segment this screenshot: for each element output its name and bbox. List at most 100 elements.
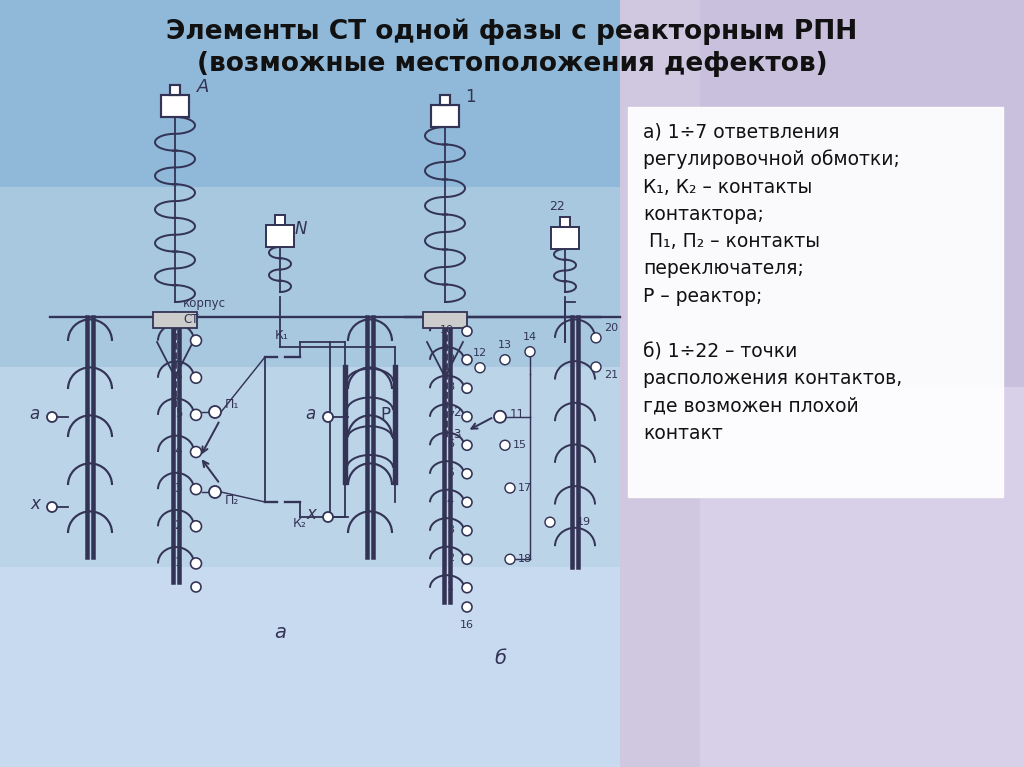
Text: 4: 4 <box>174 445 182 457</box>
Text: а: а <box>306 405 316 423</box>
Circle shape <box>462 497 472 507</box>
Text: 1: 1 <box>465 88 475 106</box>
Circle shape <box>591 333 601 343</box>
Circle shape <box>591 362 601 372</box>
Text: N: N <box>295 220 307 238</box>
Text: СТ: СТ <box>183 313 199 326</box>
Text: Элементы СТ одной фазы с реакторным РПН: Элементы СТ одной фазы с реакторным РПН <box>166 18 858 45</box>
Text: 20: 20 <box>604 323 618 333</box>
Circle shape <box>505 555 515 565</box>
Text: 1: 1 <box>174 556 182 569</box>
Bar <box>560 217 570 227</box>
Text: 6: 6 <box>174 370 182 384</box>
Text: 21: 21 <box>604 370 618 380</box>
Text: б: б <box>494 650 506 669</box>
Bar <box>423 312 467 328</box>
Circle shape <box>323 412 333 422</box>
Bar <box>0 567 700 767</box>
Circle shape <box>462 440 472 450</box>
Circle shape <box>475 363 485 373</box>
Circle shape <box>462 555 472 565</box>
Circle shape <box>190 410 202 420</box>
Text: 9: 9 <box>446 354 454 364</box>
Circle shape <box>191 582 201 592</box>
Text: 15: 15 <box>513 440 527 450</box>
Text: б) 1÷22 – точки
расположения контактов,
где возможен плохой
контакт: б) 1÷22 – точки расположения контактов, … <box>643 342 902 443</box>
Text: 11: 11 <box>510 408 525 421</box>
Bar <box>266 225 294 247</box>
Circle shape <box>190 446 202 457</box>
Bar <box>700 0 1024 387</box>
Bar <box>161 95 189 117</box>
Text: 13: 13 <box>498 340 512 350</box>
Circle shape <box>209 486 221 498</box>
Circle shape <box>525 347 535 357</box>
Circle shape <box>323 512 333 522</box>
Text: а: а <box>30 405 40 423</box>
Circle shape <box>500 355 510 365</box>
Circle shape <box>47 412 57 422</box>
Text: К₁: К₁ <box>275 329 289 342</box>
Circle shape <box>494 411 506 423</box>
Text: х: х <box>306 505 316 523</box>
Bar <box>170 85 180 95</box>
Circle shape <box>47 502 57 512</box>
Text: 2: 2 <box>453 406 461 419</box>
Text: 5: 5 <box>175 407 182 420</box>
Text: 5: 5 <box>447 468 454 478</box>
Circle shape <box>209 406 221 418</box>
Circle shape <box>462 469 472 479</box>
Text: 2: 2 <box>174 518 182 532</box>
Text: П₁: П₁ <box>225 397 240 410</box>
Text: К₂: К₂ <box>293 517 307 530</box>
Bar <box>0 187 700 367</box>
Text: а) 1÷7 ответвления
регулировочной обмотки;
К₁, К₂ – контакты
контактора;
 П₁, П₂: а) 1÷7 ответвления регулировочной обмотк… <box>643 122 900 305</box>
Text: 1: 1 <box>447 581 454 592</box>
Bar <box>551 227 579 249</box>
Text: 10: 10 <box>440 325 454 335</box>
Circle shape <box>462 602 472 612</box>
Text: 14: 14 <box>523 332 537 342</box>
Text: корпус: корпус <box>183 297 226 310</box>
Bar <box>0 367 700 567</box>
Circle shape <box>190 484 202 495</box>
Text: 19: 19 <box>577 517 591 527</box>
Circle shape <box>190 521 202 532</box>
Text: П₂: П₂ <box>225 493 240 506</box>
Circle shape <box>462 355 472 365</box>
Text: 2: 2 <box>446 553 454 563</box>
Bar <box>275 215 285 225</box>
Text: 3: 3 <box>447 525 454 535</box>
Circle shape <box>545 517 555 527</box>
Circle shape <box>190 558 202 569</box>
Bar <box>0 0 700 187</box>
Circle shape <box>462 583 472 593</box>
Bar <box>153 312 197 328</box>
Bar <box>700 387 1024 767</box>
Circle shape <box>462 326 472 336</box>
Text: 4: 4 <box>446 496 454 506</box>
Circle shape <box>190 335 202 346</box>
Bar <box>431 105 459 127</box>
Text: 17: 17 <box>518 483 532 493</box>
Bar <box>628 107 1002 497</box>
Text: Р: Р <box>380 406 390 424</box>
Text: 6: 6 <box>447 439 454 449</box>
Text: A: A <box>197 78 209 96</box>
Text: 8: 8 <box>446 382 454 392</box>
Text: 7: 7 <box>446 411 454 421</box>
Text: 7: 7 <box>174 333 182 346</box>
Text: 3: 3 <box>453 427 461 440</box>
Text: а: а <box>274 623 286 641</box>
Text: 3: 3 <box>175 482 182 495</box>
Bar <box>620 0 1024 767</box>
Circle shape <box>500 440 510 450</box>
Circle shape <box>505 483 515 493</box>
Circle shape <box>462 525 472 536</box>
Text: 12: 12 <box>473 347 487 357</box>
Bar <box>440 95 450 105</box>
Circle shape <box>462 384 472 393</box>
Text: (возможные местоположения дефектов): (возможные местоположения дефектов) <box>197 51 827 77</box>
Circle shape <box>462 412 472 422</box>
Text: х: х <box>30 495 40 513</box>
